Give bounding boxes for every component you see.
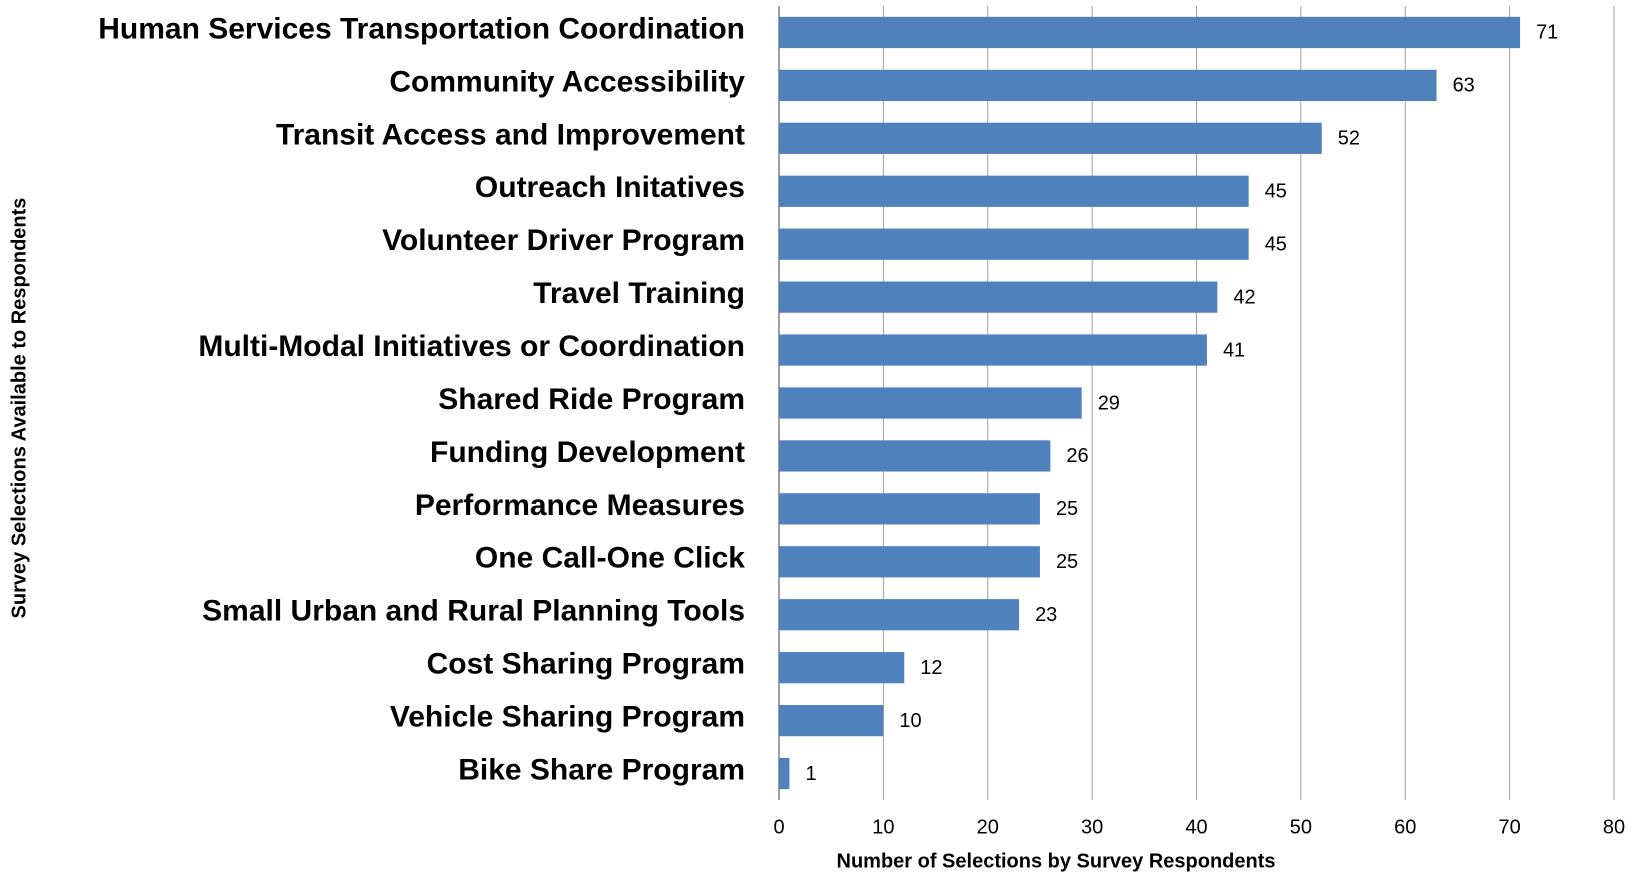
bar xyxy=(779,16,1521,49)
x-tick-label: 20 xyxy=(977,816,999,838)
x-tick-label: 40 xyxy=(1185,816,1207,838)
bar xyxy=(779,704,884,737)
bar xyxy=(779,757,790,790)
data-label: 45 xyxy=(1265,181,1287,203)
data-label: 25 xyxy=(1056,551,1078,573)
y-tick-label: Outreach Initatives xyxy=(475,171,745,204)
x-tick-label: 70 xyxy=(1499,816,1521,838)
y-tick-label: Transit Access and Improvement xyxy=(276,118,745,151)
bar xyxy=(779,599,1020,631)
data-label: 71 xyxy=(1536,22,1558,44)
data-label: 23 xyxy=(1035,604,1057,626)
y-tick-label: Shared Ride Program xyxy=(438,383,745,416)
y-tick-label: Cost Sharing Program xyxy=(427,648,745,681)
y-tick-label: Small Urban and Rural Planning Tools xyxy=(202,595,745,628)
y-tick-label: Funding Development xyxy=(430,436,745,469)
bar xyxy=(779,652,905,684)
data-label: 52 xyxy=(1338,128,1360,150)
bar xyxy=(779,122,1322,154)
bar xyxy=(779,387,1082,419)
y-axis-label: Survey Selections Available to Responden… xyxy=(8,198,30,619)
y-tick-label: Bike Share Program xyxy=(458,753,745,786)
x-tick-label: 50 xyxy=(1290,816,1312,838)
y-tick-label: Volunteer Driver Program xyxy=(382,224,745,257)
data-label: 25 xyxy=(1056,498,1078,520)
data-label: 63 xyxy=(1453,75,1475,97)
bar xyxy=(779,546,1040,578)
data-label: 10 xyxy=(899,710,921,732)
data-label: 26 xyxy=(1066,445,1088,467)
bar xyxy=(779,228,1249,260)
data-label: 42 xyxy=(1233,286,1255,308)
y-tick-label: Multi-Modal Initiatives or Coordination xyxy=(198,330,745,363)
x-tick-label: 0 xyxy=(773,816,784,838)
x-tick-label: 10 xyxy=(872,816,894,838)
x-tick-label: 30 xyxy=(1081,816,1103,838)
bar xyxy=(779,440,1051,472)
data-label: 45 xyxy=(1265,233,1287,255)
bar xyxy=(779,493,1040,525)
bar xyxy=(779,69,1437,102)
bar xyxy=(779,281,1218,313)
y-tick-label: One Call-One Click xyxy=(475,542,745,575)
bar xyxy=(779,334,1207,366)
x-tick-label: 80 xyxy=(1603,816,1625,838)
data-label: 41 xyxy=(1223,339,1245,361)
y-tick-label: Performance Measures xyxy=(415,489,745,522)
data-label: 29 xyxy=(1098,392,1120,414)
y-tick-label: Vehicle Sharing Program xyxy=(390,701,745,734)
data-label: 1 xyxy=(805,763,816,785)
x-axis-label: Number of Selections by Survey Responden… xyxy=(837,850,1276,872)
bar xyxy=(779,175,1249,207)
data-label: 12 xyxy=(920,657,942,679)
y-tick-label: Travel Training xyxy=(533,277,745,310)
x-tick-label: 60 xyxy=(1394,816,1416,838)
y-tick-label: Human Services Transportation Coordinati… xyxy=(98,12,745,45)
y-tick-label: Community Accessibility xyxy=(389,65,745,98)
